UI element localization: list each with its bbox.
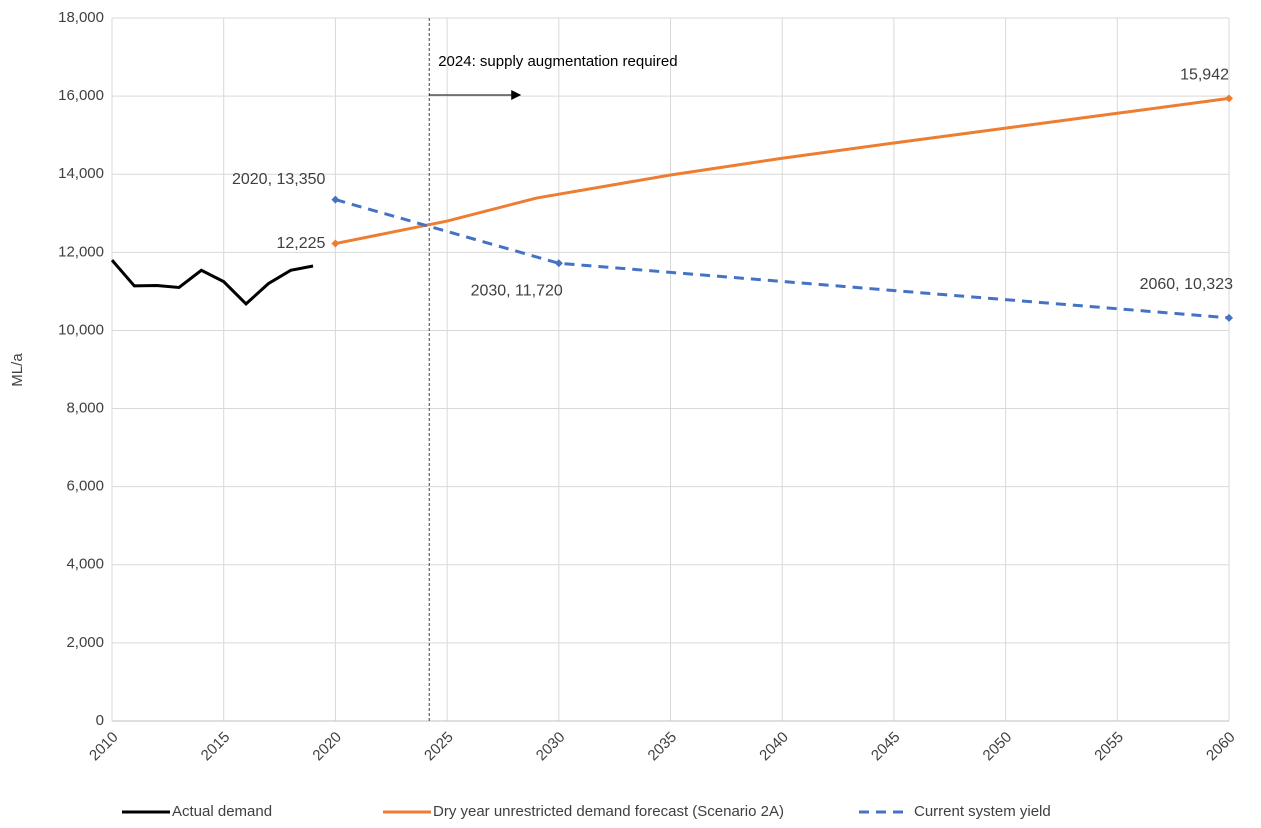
marker: [1225, 94, 1233, 103]
x-tick-label: 2035: [645, 729, 681, 765]
x-tick-label: 2045: [868, 729, 904, 765]
y-tick-label: 14,000: [58, 165, 104, 182]
y-tick-label: 16,000: [58, 87, 104, 104]
y-tick-label: 12,000: [58, 243, 104, 260]
y-tick-label: 6,000: [66, 478, 104, 495]
marker: [331, 195, 340, 204]
data-label: 2060, 10,323: [1140, 276, 1234, 293]
x-tick-label: 2020: [309, 729, 345, 765]
series-line: [335, 96, 1230, 246]
x-tick-label: 2055: [1091, 729, 1127, 765]
data-label: 2030, 11,720: [471, 282, 563, 299]
x-tick-label: 2025: [421, 729, 457, 765]
data-label: 15,942: [1180, 67, 1229, 84]
y-tick-label: 10,000: [58, 321, 104, 338]
annotation-text: 2024: supply augmentation required: [438, 53, 677, 70]
data-label: 12,225: [276, 235, 325, 252]
legend-label: Dry year unrestricted demand forecast (S…: [433, 803, 784, 820]
x-tick-label: 2030: [533, 729, 569, 765]
data-label: 2020, 13,350: [232, 171, 326, 188]
x-tick-label: 2010: [86, 729, 122, 765]
legend-label: Current system yield: [914, 803, 1051, 820]
annotation-arrowhead: [511, 90, 522, 100]
y-tick-label: 4,000: [66, 556, 104, 573]
marker: [331, 239, 340, 248]
x-tick-label: 2040: [756, 729, 792, 765]
series-line: [334, 198, 1230, 320]
x-tick-label: 2015: [198, 729, 234, 765]
y-tick-label: 0: [96, 712, 104, 729]
x-tick-label: 2060: [1203, 729, 1239, 765]
y-axis-label: ML/a: [9, 353, 26, 387]
marker: [554, 259, 563, 268]
y-tick-label: 2,000: [66, 634, 104, 651]
y-tick-label: 18,000: [58, 9, 104, 26]
y-tick-label: 8,000: [66, 400, 104, 417]
legend-label: Actual demand: [172, 803, 272, 820]
series-line: [110, 259, 314, 306]
x-tick-label: 2050: [980, 729, 1016, 765]
marker: [1225, 313, 1233, 322]
